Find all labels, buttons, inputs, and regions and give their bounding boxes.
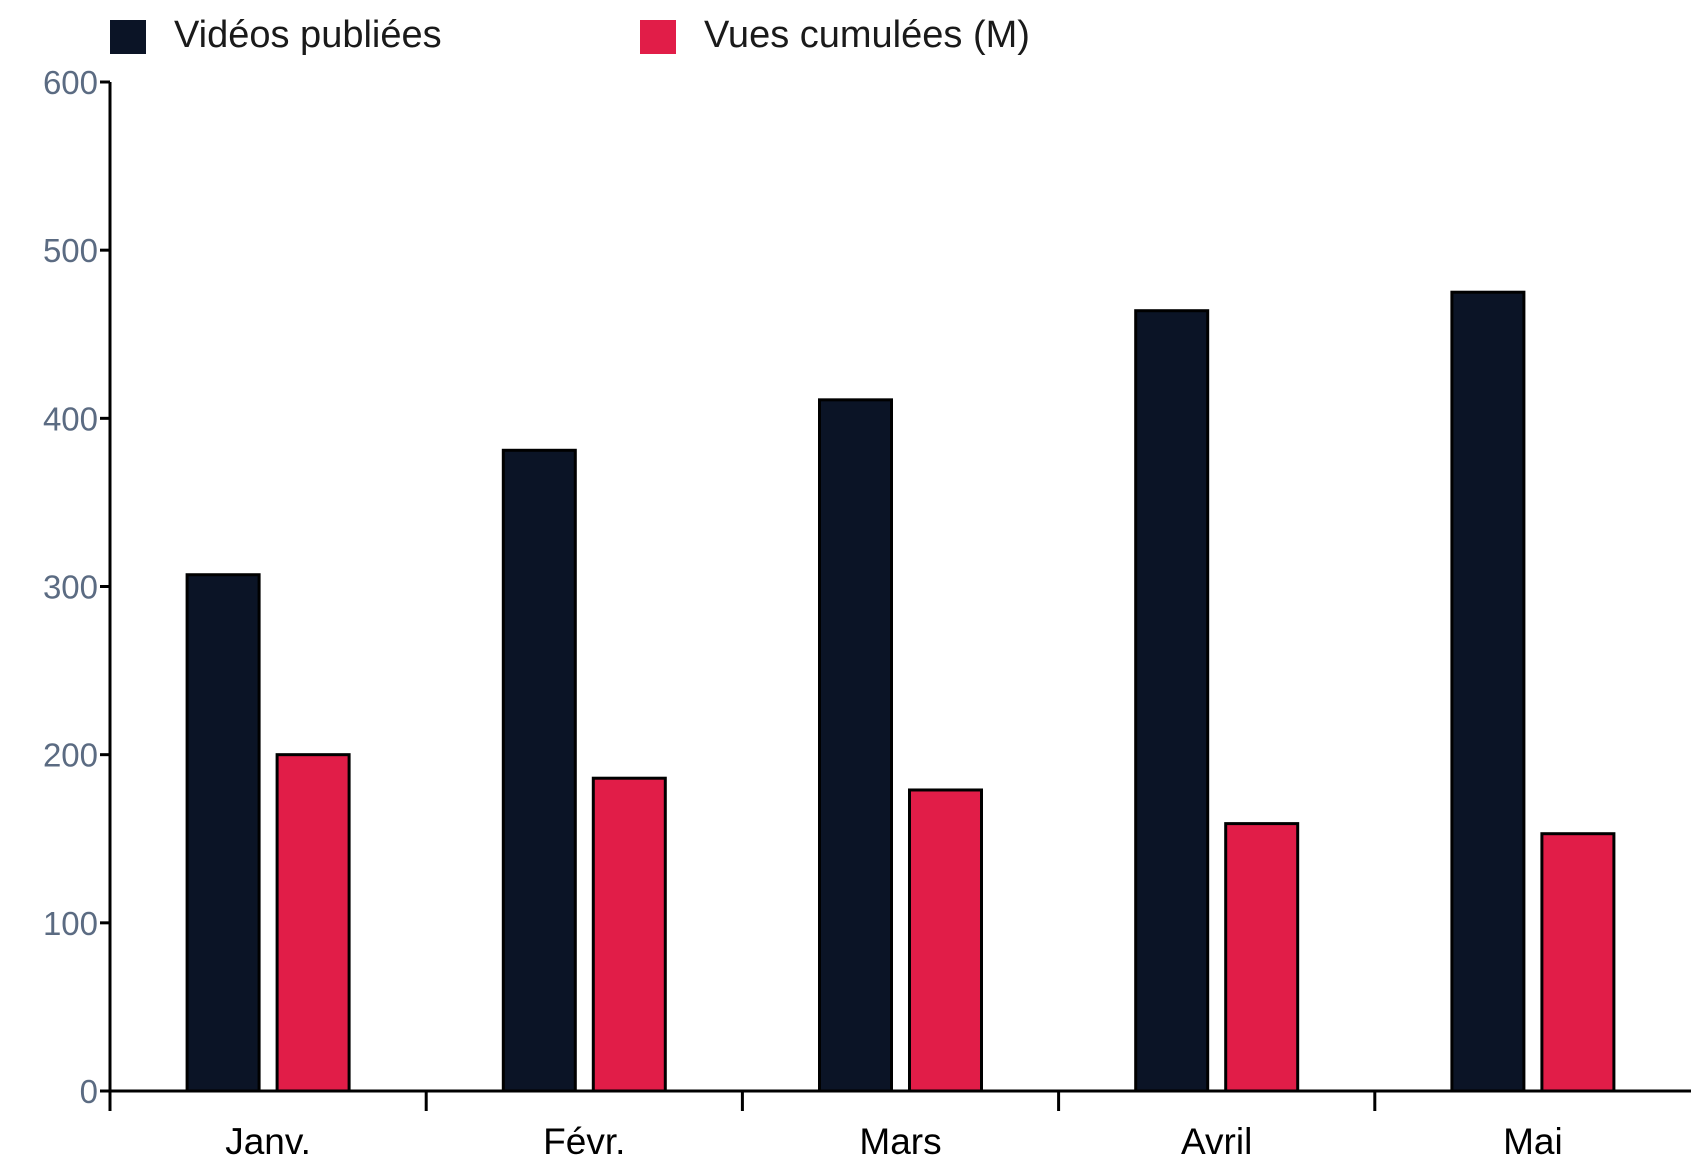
y-tick-label-300: 300	[43, 569, 98, 606]
legend-label-1: Vidéos publiées	[174, 14, 442, 56]
bar-vues-2	[591, 776, 667, 1093]
x-tick-label-3: Mars	[859, 1121, 941, 1161]
bar-videos-5	[1450, 290, 1526, 1093]
y-tick-label-400: 400	[43, 400, 98, 437]
y-tick-label-100: 100	[43, 905, 98, 942]
x-tick-label-4: Avril	[1181, 1121, 1252, 1161]
x-tick-label-2: Févr.	[543, 1121, 625, 1161]
bar-vues-1	[275, 753, 351, 1093]
bar-vues-4	[1224, 822, 1300, 1093]
legend-swatch-1	[110, 20, 146, 54]
y-tick-label-600: 600	[43, 64, 98, 101]
legend-label-2: Vues cumulées (M)	[704, 14, 1030, 56]
x-tick-label-1: Janv.	[225, 1121, 311, 1161]
axes-group: 0 100 200 300 400 500 600 Janv. Févr. Mars Avril Ma…	[43, 64, 1691, 1162]
y-tick-label-200: 200	[43, 737, 98, 774]
bars-group	[185, 290, 1616, 1093]
bar-videos-3	[818, 398, 893, 1093]
y-tick-label-0: 0	[80, 1073, 98, 1110]
bar-videos-2	[501, 448, 577, 1093]
legend: Vidéos publiées Vues cumulées (M)	[110, 14, 1030, 56]
bar-vues-5	[1540, 832, 1616, 1093]
x-tick-label-5: Mai	[1503, 1121, 1563, 1161]
bar-videos-1	[185, 573, 261, 1093]
legend-swatch-2	[640, 20, 676, 54]
bar-vues-3	[908, 788, 983, 1093]
y-tick-label-500: 500	[43, 232, 98, 269]
bar-videos-4	[1134, 309, 1210, 1093]
